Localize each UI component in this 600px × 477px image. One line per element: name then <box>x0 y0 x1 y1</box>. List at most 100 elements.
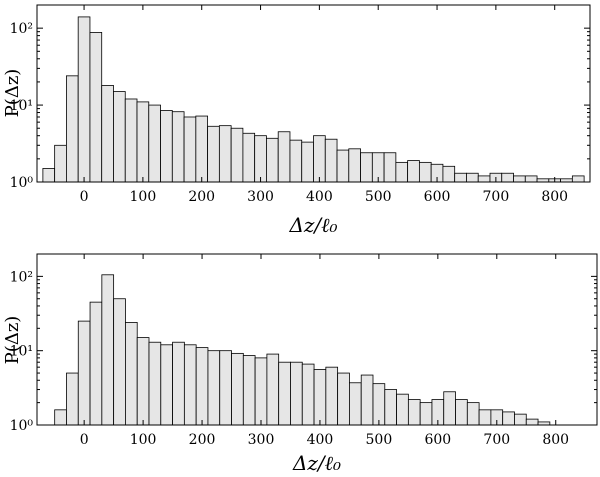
histogram-bar <box>172 341 185 426</box>
histogram-bar <box>77 320 91 426</box>
histogram-bar <box>301 363 315 426</box>
histogram-bar <box>407 160 420 183</box>
histogram-bar <box>148 104 161 183</box>
histogram-bar <box>478 409 492 426</box>
x-axis-label: Δz/ℓ₀ <box>288 213 337 237</box>
histogram-bar <box>242 355 256 426</box>
histogram-bar <box>231 352 244 426</box>
histogram-bar <box>42 168 56 183</box>
y-tick-label: 10⁰ <box>10 418 34 434</box>
histogram-bar <box>195 347 209 426</box>
x-tick-label: 0 <box>80 432 89 448</box>
histogram-bar <box>477 175 491 183</box>
histogram-bar <box>407 399 421 426</box>
histogram-bar <box>171 111 185 183</box>
histogram-bar <box>125 322 138 426</box>
histogram-bar <box>313 135 326 183</box>
histogram-bar <box>160 344 173 426</box>
histogram-bar <box>160 110 173 183</box>
plot-frame <box>36 253 598 426</box>
x-tick-label: 500 <box>366 432 393 448</box>
histogram-bar <box>502 411 515 426</box>
x-tick-label: 0 <box>80 189 89 205</box>
histogram-bar <box>360 374 374 426</box>
histogram-bar <box>230 127 244 183</box>
y-axis-label: P(Δz) <box>2 69 23 118</box>
histogram-bar <box>207 125 220 183</box>
histogram-bar <box>466 402 480 426</box>
histogram-bar <box>277 131 291 183</box>
histogram-bar <box>254 357 268 426</box>
x-tick-label: 600 <box>424 432 451 448</box>
x-tick-label: 700 <box>483 432 510 448</box>
histogram-bar <box>513 175 526 183</box>
histogram-bar <box>136 337 150 426</box>
histogram-bar <box>183 344 197 426</box>
histogram-panel-top: 0 100 200 300 400 500 600 700 800 10⁰ 10¹ 10² Δz/ℓ₀ P… <box>2 4 591 237</box>
histogram-bar <box>66 372 79 426</box>
histogram-panel-bottom: 0 100 200 300 400 500 600 700 800 10⁰ 10¹ 10² Δz/ℓ₀ P… <box>2 253 598 475</box>
histogram-bar <box>360 152 373 183</box>
histogram-bar <box>195 115 209 183</box>
histogram-bar <box>383 152 397 183</box>
histogram-bar <box>148 341 162 426</box>
x-tick-label: 700 <box>483 189 510 205</box>
x-tick-label: 400 <box>306 189 333 205</box>
histogram-bar <box>325 366 339 426</box>
x-tick-label: 100 <box>130 432 157 448</box>
histogram-bar <box>290 361 303 426</box>
histogram-bar <box>124 98 138 183</box>
x-tick-label: 400 <box>307 432 334 448</box>
histogram-bar <box>219 350 232 426</box>
histogram-bar <box>372 383 386 426</box>
y-tick-label: 10⁰ <box>10 175 34 191</box>
x-tick-label: 800 <box>541 189 568 205</box>
histogram-bar <box>136 101 150 183</box>
histogram-bar <box>89 301 103 426</box>
histogram-bar <box>455 399 468 426</box>
histogram-bar <box>54 144 67 183</box>
histogram-bar <box>289 139 303 183</box>
histogram-bar <box>77 16 91 183</box>
histogram-bar <box>466 172 479 183</box>
x-tick-label: 200 <box>188 189 215 205</box>
histogram-bar <box>349 382 362 426</box>
histogram-bar <box>54 409 67 426</box>
histogram-bar <box>242 132 256 183</box>
x-tick-label: 500 <box>365 189 392 205</box>
histogram-bar <box>66 75 79 183</box>
y-tick-label: 10² <box>10 21 33 37</box>
histogram-bar <box>89 32 103 183</box>
x-axis-label: Δz/ℓ₀ <box>292 451 341 475</box>
x-tick-label: 300 <box>248 432 275 448</box>
histogram-bar <box>524 175 538 183</box>
histogram-bar <box>101 85 114 183</box>
histogram-bar <box>336 149 350 183</box>
y-axis-label: P(Δz) <box>2 316 23 365</box>
histogram-bar <box>571 175 585 183</box>
histogram-bar <box>278 361 291 426</box>
histogram-bar <box>395 161 409 183</box>
histogram-bar <box>337 372 350 426</box>
histogram-bar <box>207 350 221 426</box>
y-tick-label: 10² <box>10 269 33 285</box>
y-tick-label: 10¹ <box>10 98 33 114</box>
histogram-bar <box>501 172 514 183</box>
histogram-bar <box>443 391 456 426</box>
histogram-bar <box>313 368 327 426</box>
histogram-bar <box>384 389 397 426</box>
histogram-bar <box>113 298 126 426</box>
x-tick-label: 100 <box>130 189 157 205</box>
histogram-bar <box>348 148 361 183</box>
histogram-bar <box>418 161 432 183</box>
x-tick-label: 300 <box>247 189 274 205</box>
histogram-bar <box>301 141 314 183</box>
histogram-bar <box>266 137 279 183</box>
y-tick-label: 10¹ <box>10 344 33 360</box>
histogram-bar <box>442 165 456 183</box>
histogram-bar <box>101 274 115 426</box>
histogram-bar <box>419 402 433 426</box>
histogram-bar <box>266 353 280 426</box>
histogram-bar <box>525 418 539 426</box>
